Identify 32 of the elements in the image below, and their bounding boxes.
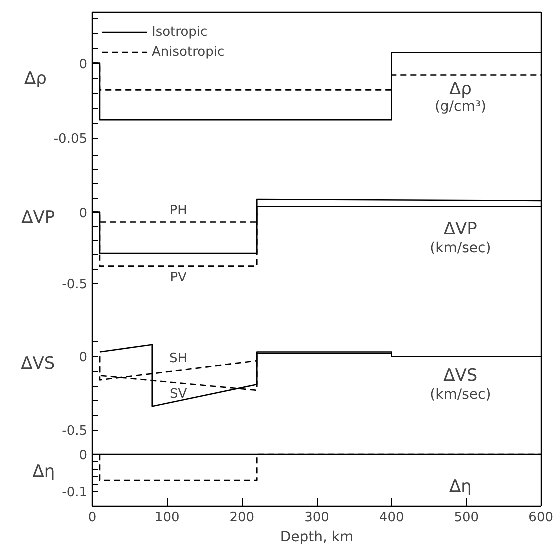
y-axis-title: Δρ <box>24 69 47 89</box>
annotation: Δρ <box>449 80 472 100</box>
x-axis-title: Depth, km <box>280 530 354 546</box>
x-tick-label: 400 <box>379 510 404 526</box>
annotation: ΔVS <box>444 366 478 386</box>
x-tick-label: 600 <box>528 510 553 526</box>
y-tick-label: 0 <box>79 448 88 464</box>
y-tick-label: 0 <box>79 57 88 72</box>
legend-label: Anisotropic <box>152 44 225 60</box>
legend-label: Isotropic <box>152 24 208 40</box>
series-label: PH <box>170 203 188 218</box>
y-tick-label: -0.5 <box>62 424 88 440</box>
series-label: SH <box>170 352 188 367</box>
x-tick-label: 100 <box>154 510 180 526</box>
annotation: (g/cm³) <box>434 98 486 115</box>
annotation: (km/sec) <box>430 386 492 403</box>
series-label: SV <box>170 387 188 402</box>
annotation: (km/sec) <box>430 240 492 256</box>
y-axis-title: ΔVS <box>21 354 56 374</box>
x-tick-label: 500 <box>454 510 480 526</box>
y-tick-label: -0.05 <box>54 132 88 148</box>
y-tick-label: 0 <box>79 350 88 366</box>
y-axis-title: Δη <box>32 462 56 482</box>
annotation: ΔVP <box>444 220 478 240</box>
y-tick-label: -0.1 <box>62 486 88 501</box>
y-tick-label: 0 <box>79 206 88 222</box>
y-axis-title: ΔVP <box>22 208 56 228</box>
x-tick-label: 200 <box>230 510 255 526</box>
y-tick-label: -0.5 <box>62 277 88 292</box>
series-label: PV <box>170 270 188 286</box>
x-tick-label: 300 <box>304 510 330 526</box>
annotation: Δη <box>449 477 472 498</box>
